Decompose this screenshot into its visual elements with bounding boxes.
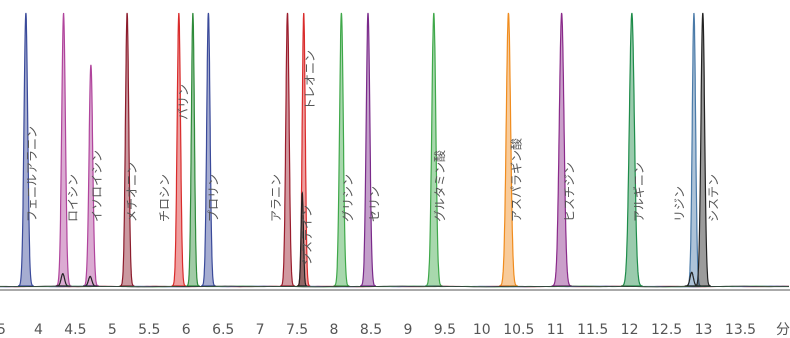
x-tick-label-13: 10 (473, 322, 491, 338)
peak-label-8: トレオニン (303, 50, 317, 110)
x-tick-label-8: 7.5 (286, 322, 308, 338)
x-tick-label-7: 7 (256, 322, 265, 338)
x-tick-label-11: 9 (403, 322, 412, 338)
peak-12 (425, 12, 443, 287)
x-tick-label-0: 5 (0, 322, 6, 338)
x-tick-label-16: 11.5 (577, 322, 608, 338)
peak-label-17: システン (707, 174, 721, 222)
peak-17 (694, 12, 711, 287)
peak-label-5: バリン (177, 84, 191, 120)
baseline-trace-3 (0, 285, 790, 288)
peak-11 (360, 12, 377, 287)
peak-7 (280, 12, 296, 287)
x-tick-label-18: 12.5 (651, 322, 682, 338)
peak-5 (186, 12, 201, 287)
peak-label-0: フェニルアラニン (25, 126, 39, 222)
baseline-layer (0, 285, 790, 288)
peak-label-4: チロシン (158, 174, 172, 222)
x-tick-labels: 5 4 4.5 5 5.5 6 6.5 7 7.5 8 8.5 9 9.5 10 10.5 11 11.5 12 1… (0, 322, 756, 338)
x-axis-unit: 分 (776, 322, 790, 338)
peak-label-12: グルタミン酸 (432, 150, 447, 222)
x-tick-label-5: 6 (182, 322, 191, 338)
peak-label-15: アルギニン (632, 162, 646, 222)
x-tick-label-2: 4.5 (64, 322, 86, 338)
peak-label-9: システイン (300, 205, 314, 265)
peak-9 (297, 191, 308, 287)
peak-label-10: グリシン (341, 174, 355, 222)
x-tick-label-19: 13 (695, 322, 713, 338)
x-tick-label-4: 5.5 (138, 322, 160, 338)
peak-1 (55, 12, 72, 287)
x-tick-label-17: 12 (621, 322, 639, 338)
x-tick-label-10: 8.5 (360, 322, 382, 338)
x-tick-label-20: 13.5 (725, 322, 756, 338)
peak-14 (551, 12, 572, 287)
x-tick-label-15: 11 (547, 322, 565, 338)
x-tick-label-9: 8 (330, 322, 339, 338)
peak-10 (333, 12, 350, 287)
peak-15 (621, 12, 643, 287)
peak-label-1: ロイシン (66, 174, 80, 222)
minor-peak-2 (684, 271, 699, 287)
peak-label-14: ヒスチジン (563, 162, 577, 222)
peak-label-7: アラニン (269, 174, 283, 222)
peak-label-13: アスパラギン酸 (508, 138, 523, 222)
x-tick-label-14: 10.5 (503, 322, 534, 338)
x-tick-label-1: 4 (34, 322, 43, 338)
peak-2 (82, 64, 99, 287)
peak-label-16: リジン (673, 186, 687, 222)
peak-label-6: プロリン (206, 174, 220, 222)
peak-6 (201, 12, 216, 287)
peaks-layer (17, 12, 711, 287)
peak-label-11: セリン (367, 186, 381, 222)
peak-0 (17, 12, 34, 287)
x-tick-label-3: 5 (108, 322, 117, 338)
peak-4 (171, 12, 187, 287)
peak-label-3: メチオニン (125, 162, 139, 222)
peak-3 (118, 12, 135, 287)
peak-labels-layer: フェニルアラニンロイシン イソロイシン メチオニン チロシン バリンプロリン アラニン トレ… (25, 50, 720, 265)
x-tick-label-12: 9.5 (434, 322, 456, 338)
peak-13 (499, 12, 518, 287)
x-tick-label-6: 6.5 (212, 322, 234, 338)
peak-label-2: イソロイシン (90, 150, 104, 222)
